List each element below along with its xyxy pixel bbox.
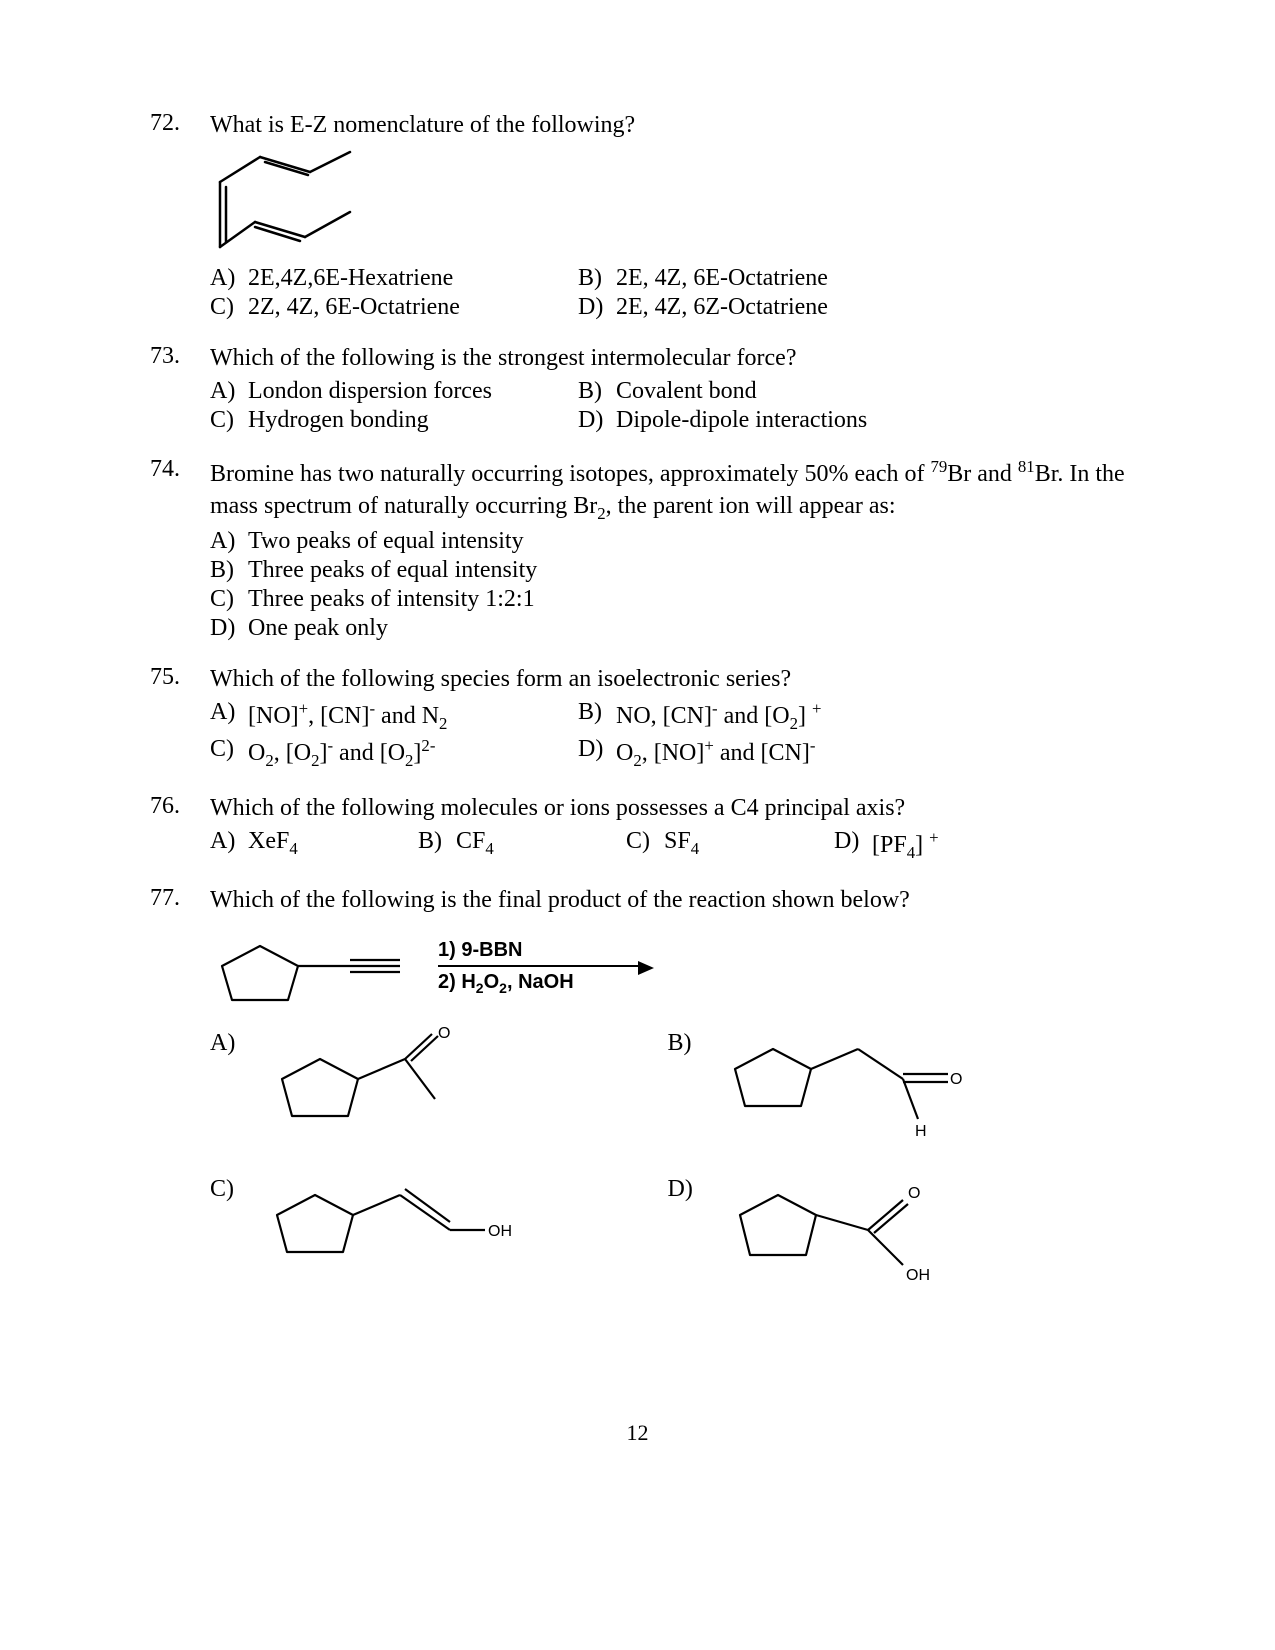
question-body: Which of the following species form an i… — [210, 664, 1125, 771]
question-76: 76. Which of the following molecules or … — [150, 793, 1125, 863]
option-text-c: Three peaks of intensity 1:2:1 — [248, 586, 1125, 613]
reactant-structure-icon — [210, 928, 420, 1008]
options: A) Two peaks of equal intensity B) Three… — [210, 528, 1125, 642]
option-label-d: D) — [668, 1170, 718, 1300]
option-label-c: C) — [210, 407, 248, 434]
option-structure-a: O — [260, 1024, 668, 1154]
svg-text:O: O — [438, 1025, 450, 1042]
question-body: Which of the following is the strongest … — [210, 343, 1125, 434]
svg-text:O: O — [950, 1071, 962, 1088]
question-text: Bromine has two naturally occurring isot… — [210, 456, 1125, 524]
option-text-b: Covalent bond — [616, 378, 946, 405]
exam-page: 72. What is E-Z nomenclature of the foll… — [0, 0, 1275, 1446]
option-label-a: A) — [210, 528, 248, 555]
question-body: What is E-Z nomenclature of the followin… — [210, 110, 1125, 321]
reaction-step-2: 2) H2O2, NaOH — [438, 971, 638, 996]
options: A) XeF4 B) CF4 C) SF4 D) [PF4] + — [210, 828, 1125, 863]
options: A) O B — [210, 1024, 1125, 1300]
question-75: 75. Which of the following species form … — [150, 664, 1125, 771]
question-number: 77. — [150, 885, 210, 1300]
option-label-d: D) — [834, 828, 872, 863]
options: A) 2E,4Z,6E-Hexatriene B) 2E, 4Z, 6E-Oct… — [210, 265, 1125, 321]
option-structure-d: O OH — [718, 1170, 1126, 1300]
option-text-b: CF4 — [456, 828, 626, 863]
option-label-d: D) — [578, 407, 616, 434]
option-label-c: C) — [210, 736, 248, 771]
option-label-d: D) — [578, 736, 616, 771]
option-text-c: Hydrogen bonding — [248, 407, 578, 434]
option-label-a: A) — [210, 378, 248, 405]
question-number: 73. — [150, 343, 210, 434]
option-text-b: NO, [CN]- and [O2] + — [616, 699, 946, 734]
svg-text:OH: OH — [906, 1267, 930, 1284]
options: A) [NO]+, [CN]- and N2 B) NO, [CN]- and … — [210, 699, 1125, 771]
option-text-a: London dispersion forces — [248, 378, 578, 405]
question-text: Which of the following species form an i… — [210, 664, 1125, 695]
option-label-a: A) — [210, 699, 248, 734]
question-number: 72. — [150, 110, 210, 321]
svg-text:OH: OH — [488, 1223, 512, 1240]
option-label-c: C) — [626, 828, 664, 863]
arrow-right-icon — [638, 961, 654, 975]
option-text-b: 2E, 4Z, 6E-Octatriene — [616, 265, 946, 292]
option-text-a: Two peaks of equal intensity — [248, 528, 1125, 555]
question-body: Which of the following is the final prod… — [210, 885, 1125, 1300]
option-text-d: Dipole-dipole interactions — [616, 407, 946, 434]
option-label-b: B) — [210, 557, 248, 584]
option-label-a: A) — [210, 1024, 260, 1154]
option-text-d: O2, [NO]+ and [CN]- — [616, 736, 946, 771]
option-text-c: 2Z, 4Z, 6E-Octatriene — [248, 294, 578, 321]
page-number: 12 — [150, 1420, 1125, 1446]
option-text-a: 2E,4Z,6E-Hexatriene — [248, 265, 578, 292]
option-label-b: B) — [668, 1024, 718, 1154]
option-text-a: XeF4 — [248, 828, 418, 863]
option-text-c: O2, [O2]- and [O2]2- — [248, 736, 578, 771]
option-text-c: SF4 — [664, 828, 834, 863]
svg-text:O: O — [908, 1185, 920, 1202]
option-label-d: D) — [578, 294, 616, 321]
question-74: 74. Bromine has two naturally occurring … — [150, 456, 1125, 642]
question-text: Which of the following molecules or ions… — [210, 793, 1125, 824]
options: A) London dispersion forces B) Covalent … — [210, 378, 1125, 434]
option-label-c: C) — [210, 1170, 260, 1300]
question-number: 75. — [150, 664, 210, 771]
question-77: 77. Which of the following is the final … — [150, 885, 1125, 1300]
question-text: Which of the following is the final prod… — [210, 885, 1125, 916]
option-label-b: B) — [578, 378, 616, 405]
option-structure-b: O H — [718, 1024, 1126, 1154]
option-label-a: A) — [210, 265, 248, 292]
option-label-b: B) — [578, 699, 616, 734]
question-number: 74. — [150, 456, 210, 642]
option-text-d: [PF4] + — [872, 828, 1042, 863]
option-text-a: [NO]+, [CN]- and N2 — [248, 699, 578, 734]
option-structure-c: OH — [260, 1170, 668, 1300]
question-body: Bromine has two naturally occurring isot… — [210, 456, 1125, 642]
question-number: 76. — [150, 793, 210, 863]
question-text: Which of the following is the strongest … — [210, 343, 1125, 374]
svg-text:H: H — [915, 1123, 927, 1140]
question-72: 72. What is E-Z nomenclature of the foll… — [150, 110, 1125, 321]
option-text-d: 2E, 4Z, 6Z-Octatriene — [616, 294, 946, 321]
question-text: What is E-Z nomenclature of the followin… — [210, 110, 1125, 141]
option-text-b: Three peaks of equal intensity — [248, 557, 1125, 584]
option-label-b: B) — [418, 828, 456, 863]
reaction-scheme: 1) 9-BBN 2) H2O2, NaOH — [210, 928, 1125, 1008]
triene-structure-diagram — [210, 147, 1125, 257]
option-label-b: B) — [578, 265, 616, 292]
option-text-d: One peak only — [248, 615, 1125, 642]
option-label-c: C) — [210, 294, 248, 321]
option-label-c: C) — [210, 586, 248, 613]
option-label-d: D) — [210, 615, 248, 642]
reaction-conditions: 1) 9-BBN 2) H2O2, NaOH — [438, 939, 638, 996]
option-label-a: A) — [210, 828, 248, 863]
reaction-arrow-line — [438, 965, 638, 967]
question-73: 73. Which of the following is the strong… — [150, 343, 1125, 434]
reaction-step-1: 1) 9-BBN — [438, 939, 638, 961]
question-body: Which of the following molecules or ions… — [210, 793, 1125, 863]
